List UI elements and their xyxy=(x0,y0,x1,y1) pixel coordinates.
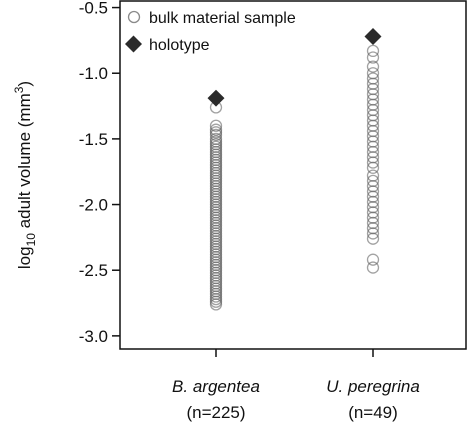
legend-diamond-marker xyxy=(125,35,142,53)
y-tick-label: -3.0 xyxy=(79,327,108,346)
bulk-sample-point xyxy=(366,261,380,274)
bulk-sample-point xyxy=(366,60,380,73)
category-n-b-argentea: (n=225) xyxy=(186,403,245,422)
bulk-sample-point xyxy=(366,161,380,174)
plot-frame xyxy=(119,0,467,350)
holotype-point xyxy=(364,27,382,45)
bulk-sample-point xyxy=(209,119,223,132)
category-label-u-peregrina: U. peregrina xyxy=(326,377,420,396)
legend-open-circle-marker xyxy=(127,10,141,24)
category-n-u-peregrina: (n=49) xyxy=(348,403,398,422)
x-axis xyxy=(215,349,374,357)
data-points xyxy=(207,27,382,311)
holotype-point xyxy=(207,89,225,107)
bulk-sample-point xyxy=(366,44,380,58)
y-tick-label: -2.5 xyxy=(79,261,108,280)
y-tick-label: -2.0 xyxy=(79,196,108,215)
bulk-sample-point xyxy=(209,128,223,142)
bulk-sample-point xyxy=(366,232,380,245)
bulk-sample-point xyxy=(366,253,380,266)
y-tick-label: -1.0 xyxy=(79,64,108,83)
bulk-sample-point xyxy=(366,156,380,169)
y-tick-label: -1.5 xyxy=(79,130,108,149)
bulk-sample-point xyxy=(209,298,223,311)
y-tick-label: -0.5 xyxy=(79,0,108,18)
bulk-sample-point xyxy=(366,227,380,240)
y-axis: -0.5 -1.0 -1.5 -2.0 -2.5 -3.0 xyxy=(79,0,120,346)
legend-label-holotype: holotype xyxy=(149,37,210,54)
legend: bulk material sample holotype xyxy=(125,10,296,54)
category-label-b-argentea: B. argentea xyxy=(172,377,260,396)
legend-label-bulk: bulk material sample xyxy=(149,10,296,27)
y-axis-title: log10 adult volume (mm3) xyxy=(12,81,38,269)
bulk-sample-point xyxy=(366,51,380,64)
